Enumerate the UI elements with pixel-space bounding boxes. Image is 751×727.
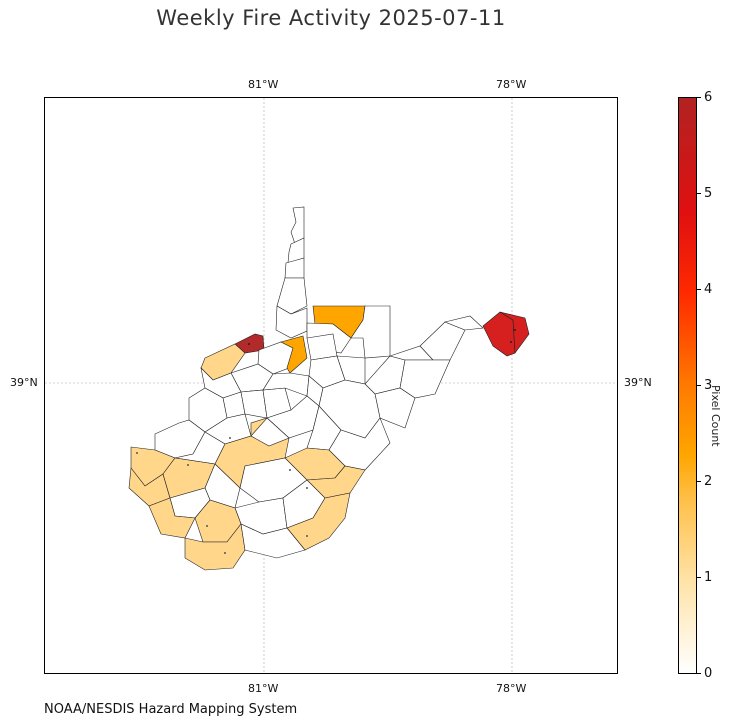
colorbar-tick-mark: [697, 193, 701, 194]
county-preston: [350, 305, 391, 359]
lon-tick-top-81w: 81°W: [248, 78, 279, 91]
wv-county-map: [45, 98, 617, 673]
colorbar-tick-5: 5: [704, 186, 713, 201]
lat-tick-right-39n: 39°N: [624, 376, 652, 389]
fire-point: [514, 329, 516, 331]
county-jefferson: [499, 311, 530, 354]
fire-point: [187, 464, 189, 466]
fire-point: [224, 552, 226, 554]
fire-point: [306, 487, 308, 489]
fire-point: [136, 452, 138, 454]
colorbar-tick-6: 6: [704, 90, 713, 105]
fire-point: [206, 525, 208, 527]
colorbar-tick-4: 4: [704, 282, 713, 297]
lon-tick-top-78w: 78°W: [496, 78, 527, 91]
colorbar-tick-1: 1: [704, 570, 713, 585]
fire-detection-points: [136, 329, 516, 554]
county-taylor: [306, 333, 338, 361]
colorbar-tick-mark: [697, 97, 701, 98]
county-hardy: [399, 359, 451, 399]
county-hancock: [290, 206, 305, 245]
colorbar-tick-mark: [697, 481, 701, 482]
map-panel: [44, 97, 618, 674]
colorbar-tick-3: 3: [704, 378, 713, 393]
county-hampshire: [419, 321, 466, 361]
colorbar-tick-mark: [697, 385, 701, 386]
county-morgan: [444, 315, 484, 331]
county-clay: [250, 417, 290, 447]
fire-point: [510, 341, 512, 343]
lat-tick-left-39n: 39°N: [10, 376, 38, 389]
colorbar-tick-2: 2: [704, 474, 713, 489]
county-mercer: [240, 523, 306, 559]
colorbar-tick-mark: [697, 289, 701, 290]
fire-point: [229, 437, 231, 439]
data-source-credit: NOAA/NESDIS Hazard Mapping System: [44, 702, 298, 717]
county-ohio: [284, 257, 305, 279]
fire-point: [306, 535, 308, 537]
fire-point: [248, 343, 250, 345]
counties-layer: [128, 206, 530, 571]
colorbar-tick-0: 0: [704, 666, 713, 681]
county-monroe: [286, 492, 351, 551]
lon-tick-bottom-81w: 81°W: [248, 682, 279, 695]
lon-tick-bottom-78w: 78°W: [496, 682, 527, 695]
colorbar-tick-mark: [697, 673, 701, 674]
colorbar-label: Pixel Count: [709, 385, 722, 447]
fire-point: [289, 469, 291, 471]
map-title: Weekly Fire Activity 2025-07-11: [156, 6, 506, 30]
colorbar-tick-mark: [697, 577, 701, 578]
colorbar: [678, 97, 697, 674]
